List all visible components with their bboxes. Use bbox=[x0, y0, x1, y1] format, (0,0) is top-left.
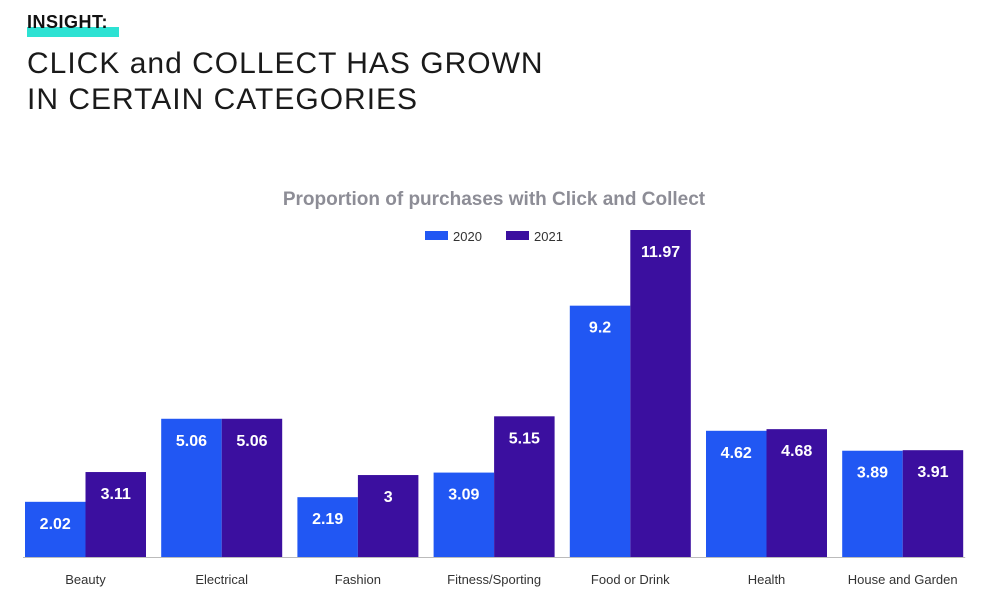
value-label-2021-1: 5.06 bbox=[236, 433, 267, 450]
category-label-2: Fashion bbox=[335, 572, 381, 587]
chart-title: Proportion of purchases with Click and C… bbox=[283, 189, 706, 210]
value-label-2020-4: 9.2 bbox=[589, 320, 611, 337]
category-label-1: Electrical bbox=[195, 572, 248, 587]
value-label-2020-5: 4.62 bbox=[721, 445, 752, 462]
value-label-2021-6: 3.91 bbox=[917, 464, 948, 481]
bar-2021-3 bbox=[494, 416, 555, 557]
insight-eyebrow-wrap: INSIGHT: bbox=[27, 12, 119, 37]
page-headline: CLICK and COLLECT HAS GROWN IN CERTAIN C… bbox=[27, 46, 544, 118]
bar-2020-3 bbox=[433, 472, 495, 557]
category-label-6: House and Garden bbox=[848, 572, 958, 587]
value-label-2020-1: 5.06 bbox=[176, 433, 207, 450]
value-label-2020-0: 2.02 bbox=[40, 516, 71, 533]
legend-swatch-2021 bbox=[506, 231, 529, 240]
legend-swatch-2020 bbox=[425, 231, 448, 240]
bar-2020-2 bbox=[297, 497, 358, 557]
bar-2021-5 bbox=[766, 429, 827, 557]
value-label-2021-2: 3 bbox=[384, 489, 393, 506]
legend-label-2021: 2021 bbox=[534, 229, 563, 244]
bar-2021-4 bbox=[630, 230, 691, 557]
bar-2021-1 bbox=[221, 418, 283, 557]
value-label-2020-2: 2.19 bbox=[312, 511, 343, 528]
category-labels: Beauty Electrical Fashion Fitness/Sporting F… bbox=[65, 572, 957, 587]
insight-highlight bbox=[27, 27, 119, 37]
headline-line-1: CLICK and COLLECT HAS GROWN bbox=[27, 47, 544, 80]
value-label-2021-0: 3.11 bbox=[101, 486, 131, 503]
bar-2020-1 bbox=[161, 418, 222, 557]
category-label-4: Food or Drink bbox=[591, 572, 670, 587]
chart-bars: 2.02 3.11 5.06 5.06 2.19 3 3.09 5.15 9.2 11.97 4.6… bbox=[25, 230, 964, 557]
bar-2020-6 bbox=[842, 450, 903, 557]
chart-legend: 2020 2021 bbox=[425, 229, 563, 244]
bar-2020-4 bbox=[569, 305, 631, 557]
value-label-2020-3: 3.09 bbox=[448, 487, 479, 504]
bar-2020-5 bbox=[706, 430, 767, 557]
value-label-2021-3: 5.15 bbox=[509, 430, 540, 447]
headline-line-2: IN CERTAIN CATEGORIES bbox=[27, 83, 419, 116]
category-label-3: Fitness/Sporting bbox=[447, 572, 541, 587]
insight-eyebrow: INSIGHT: bbox=[27, 12, 109, 32]
category-label-5: Health bbox=[748, 572, 786, 587]
value-label-2020-6: 3.89 bbox=[857, 465, 888, 482]
bar-2021-6 bbox=[902, 450, 964, 557]
category-label-0: Beauty bbox=[65, 572, 106, 587]
value-label-2021-4: 11.97 bbox=[641, 244, 680, 261]
bar-2020-0 bbox=[25, 501, 86, 557]
bar-2021-2 bbox=[357, 475, 419, 557]
bar-2021-0 bbox=[85, 472, 146, 557]
legend-label-2020: 2020 bbox=[453, 229, 482, 244]
value-label-2021-5: 4.68 bbox=[781, 443, 812, 460]
